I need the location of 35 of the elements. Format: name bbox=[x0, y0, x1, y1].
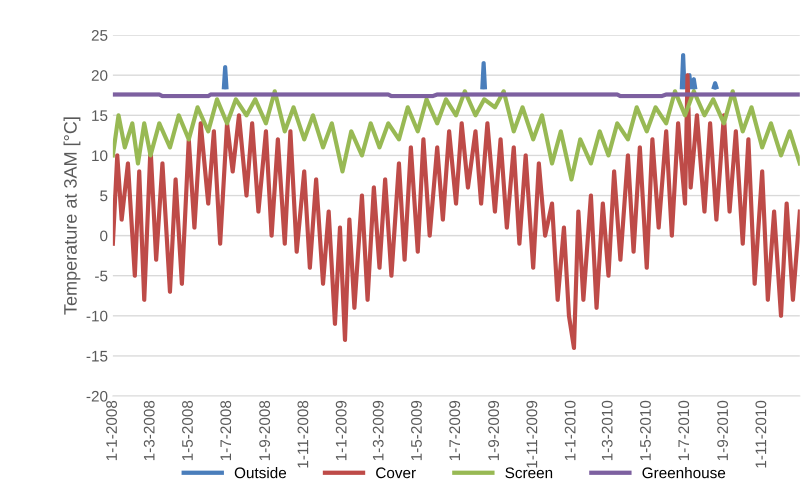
x-tick-label: 1-1-2010 bbox=[564, 400, 576, 460]
line-series bbox=[112, 73, 800, 350]
line-series bbox=[112, 89, 800, 182]
legend-label: Outside bbox=[234, 467, 286, 478]
legend-label: Screen bbox=[505, 467, 552, 478]
x-tick-label: 1-9-2010 bbox=[717, 400, 728, 460]
x-tick-label: 1-11-2009 bbox=[526, 400, 538, 468]
x-tick-label: 1-3-2010 bbox=[602, 400, 613, 460]
x-tick-label: 1-3-2008 bbox=[144, 400, 155, 460]
x-tick-label: 1-9-2008 bbox=[259, 400, 270, 460]
x-tick-label: 1-9-2009 bbox=[488, 400, 500, 460]
y-tick-label: 10 bbox=[92, 150, 108, 162]
x-tick-label: 1-1-2009 bbox=[336, 400, 347, 460]
x-tick-label: 1-7-2008 bbox=[220, 400, 232, 460]
y-tick-label: 5 bbox=[100, 190, 108, 202]
y-tick-label: 15 bbox=[92, 110, 108, 122]
y-tick-label: -10 bbox=[86, 310, 108, 322]
x-tick-label: 1-5-2010 bbox=[640, 400, 651, 460]
x-tick-label: 1-11-2008 bbox=[297, 400, 308, 468]
x-tick-label: 1-5-2008 bbox=[182, 400, 193, 460]
x-tick-label: 1-5-2009 bbox=[411, 400, 422, 460]
y-axis-title: Temperature at 3AM [°C] bbox=[64, 117, 80, 315]
x-tick-label: 1-11-2010 bbox=[755, 400, 766, 468]
x-tick-label: 1-7-2009 bbox=[449, 400, 460, 460]
y-tick-label: 25 bbox=[92, 30, 108, 41]
x-tick-label: 1-3-2009 bbox=[372, 400, 384, 460]
y-tick-label: 0 bbox=[100, 230, 108, 242]
y-tick-label: -5 bbox=[95, 270, 108, 282]
y-tick-label: 20 bbox=[92, 70, 108, 81]
x-tick-label: 1-1-2008 bbox=[106, 400, 117, 460]
legend-label: Cover bbox=[376, 467, 416, 478]
x-tick-label: 1-7-2010 bbox=[678, 400, 690, 460]
y-tick-label: -20 bbox=[86, 390, 108, 402]
y-tick-label: -15 bbox=[86, 350, 108, 362]
legend-label: Greenhouse bbox=[642, 467, 726, 478]
